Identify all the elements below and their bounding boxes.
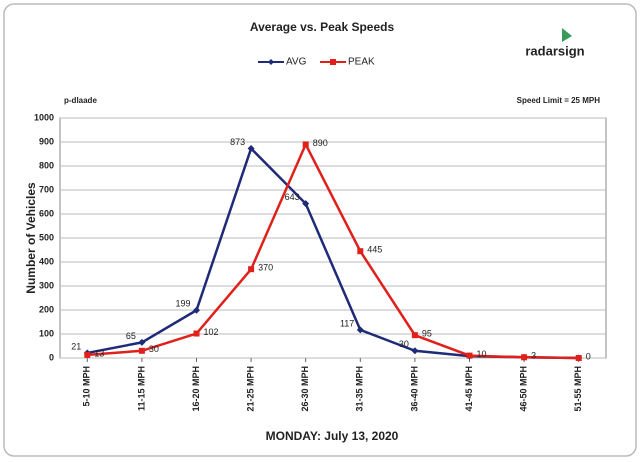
marker bbox=[193, 306, 200, 314]
marker bbox=[247, 144, 255, 152]
y-tick-label: 800 bbox=[39, 160, 54, 170]
data-label: 10 bbox=[477, 349, 487, 359]
y-tick-label: 700 bbox=[39, 184, 54, 194]
marker bbox=[357, 248, 364, 255]
x-tick-label: 41-45 MPH bbox=[464, 366, 474, 412]
y-tick-label: 200 bbox=[39, 304, 54, 314]
legend-label: AVG bbox=[286, 57, 307, 68]
logo-icon bbox=[562, 28, 572, 42]
data-label: 873 bbox=[230, 137, 245, 147]
y-axis-label: Number of Vehicles bbox=[24, 182, 38, 294]
y-tick-label: 600 bbox=[39, 208, 54, 218]
marker bbox=[411, 347, 419, 355]
x-tick-label: 11-15 MPH bbox=[136, 366, 146, 411]
chart-frame bbox=[3, 3, 637, 457]
x-tick-label: 51-55 MPH bbox=[573, 366, 583, 412]
chart-title: Average vs. Peak Speeds bbox=[250, 20, 395, 34]
speed-limit-label: Speed Limit = 25 MPH bbox=[517, 96, 601, 105]
x-tick-label: 31-35 MPH bbox=[355, 366, 365, 412]
marker bbox=[302, 141, 309, 148]
x-tick-label: 26-30 MPH bbox=[300, 366, 310, 412]
legend-label: PEAK bbox=[348, 57, 375, 68]
data-label: 445 bbox=[367, 245, 382, 255]
y-tick-label: 100 bbox=[39, 328, 54, 338]
marker bbox=[411, 332, 418, 339]
series-line bbox=[87, 141, 579, 360]
marker bbox=[302, 200, 310, 208]
marker bbox=[466, 352, 473, 359]
marker bbox=[138, 338, 146, 346]
x-axis-label: MONDAY: July 13, 2020 bbox=[266, 429, 399, 443]
x-tick-label: 46-50 MPH bbox=[518, 366, 528, 412]
data-label: 3 bbox=[531, 351, 536, 361]
y-tick-label: 300 bbox=[39, 280, 54, 290]
x-tick-label: 21-25 MPH bbox=[245, 366, 255, 412]
logo: radarsign bbox=[525, 43, 584, 58]
legend: AVG PEAK bbox=[258, 57, 375, 68]
marker bbox=[521, 354, 528, 361]
y-tick-label: 500 bbox=[39, 232, 54, 242]
legend-marker bbox=[330, 59, 336, 65]
data-label: 643 bbox=[285, 192, 300, 202]
location-label: p-dlaade bbox=[64, 96, 97, 105]
data-label: 30 bbox=[399, 339, 409, 349]
y-tick-label: 900 bbox=[39, 136, 54, 146]
data-label: 370 bbox=[258, 263, 273, 273]
data-label: 13 bbox=[94, 348, 104, 358]
data-label: 65 bbox=[126, 331, 136, 341]
y-tick-label: 0 bbox=[49, 352, 54, 362]
data-label: 0 bbox=[586, 351, 591, 361]
x-tick-label: 16-20 MPH bbox=[191, 366, 201, 412]
marker bbox=[248, 266, 255, 273]
marker bbox=[138, 347, 145, 354]
data-label: 117 bbox=[340, 318, 354, 328]
legend-marker bbox=[268, 59, 274, 65]
y-tick-label: 1000 bbox=[34, 112, 54, 122]
data-label: 890 bbox=[313, 138, 328, 148]
data-label: 102 bbox=[204, 327, 219, 337]
data-label: 21 bbox=[71, 341, 81, 351]
marker bbox=[193, 330, 200, 337]
x-tick-label: 36-40 MPH bbox=[409, 366, 419, 412]
marker bbox=[356, 326, 364, 334]
data-label: 199 bbox=[175, 299, 190, 309]
marker bbox=[84, 351, 91, 358]
marker bbox=[575, 355, 582, 361]
data-label: 30 bbox=[149, 344, 159, 354]
data-label: 95 bbox=[422, 329, 432, 339]
y-tick-label: 400 bbox=[39, 256, 54, 266]
x-tick-label: 5-10 MPH bbox=[82, 366, 92, 407]
